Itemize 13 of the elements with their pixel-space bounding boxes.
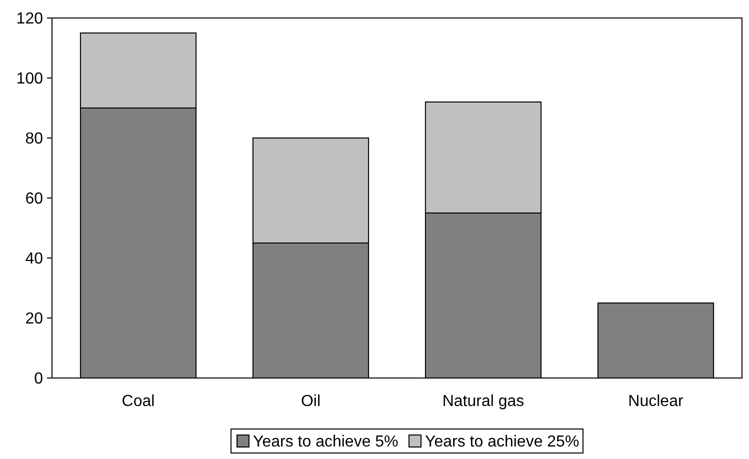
x-tick-label: Natural gas (442, 393, 524, 410)
y-tick-label: 80 (25, 130, 44, 148)
y-tick-label: 20 (25, 310, 44, 328)
y-tick-label: 0 (34, 370, 44, 388)
legend-label: Years to achieve 25% (425, 434, 580, 451)
x-tick-label: Nuclear (628, 393, 684, 410)
legend-label: Years to achieve 5% (253, 434, 398, 451)
x-tick-label: Oil (300, 393, 321, 410)
y-tick-label: 100 (16, 70, 44, 88)
y-tick-label: 120 (16, 10, 44, 28)
y-tick-label: 60 (25, 190, 44, 208)
x-tick-label: Coal (122, 393, 155, 410)
y-tick-label: 40 (25, 250, 44, 268)
